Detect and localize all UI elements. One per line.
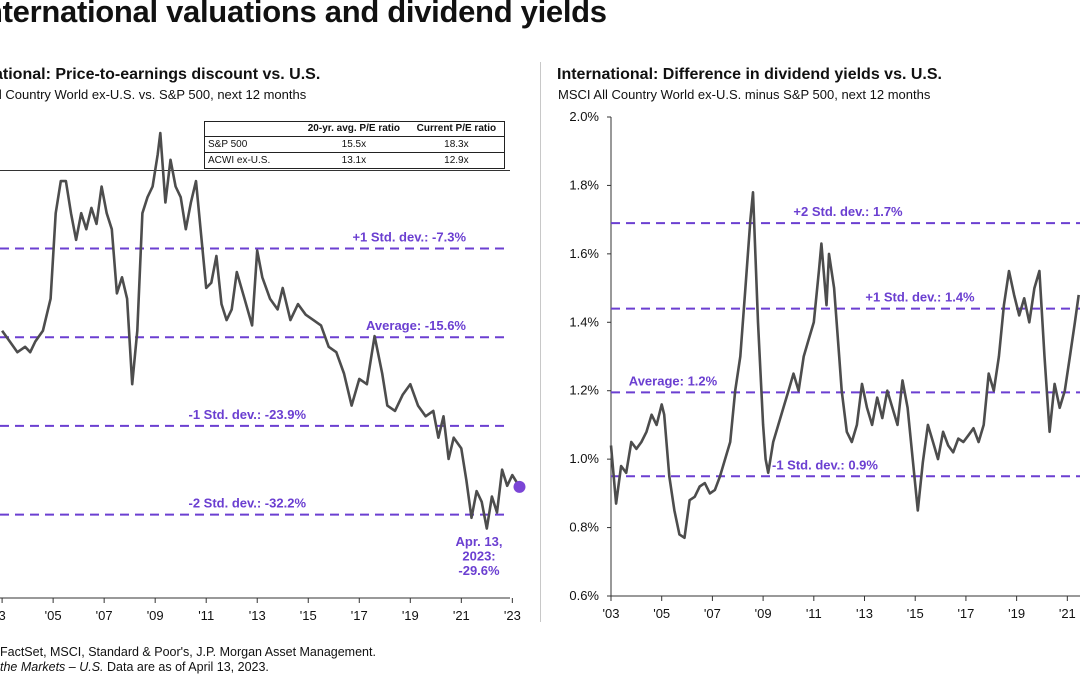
x-tick-label: '21: [1059, 606, 1076, 621]
reference-label: Average: -15.6%: [366, 318, 466, 333]
pe-table-row-avg: 15.5x: [299, 136, 409, 153]
pe-table-header-row: 20-yr. avg. P/E ratio Current P/E ratio: [204, 121, 505, 137]
y-tick-label: 0.8%: [569, 520, 599, 535]
pe-table-row: ACWI ex-U.S. 13.1x 12.9x: [205, 153, 505, 169]
x-tick-label: '19: [1008, 606, 1025, 621]
pe-table-row-current: 12.9x: [444, 155, 469, 166]
source-date: Data are as of April 13, 2023.: [103, 660, 269, 674]
x-tick-label: '13: [249, 608, 266, 623]
reference-label: Average: 1.2%: [629, 373, 718, 388]
x-tick-label: '11: [198, 608, 214, 623]
x-tick-label: '15: [300, 608, 317, 623]
annotation-text: 2023:: [462, 549, 495, 564]
pe-table-row-avg: 13.1x: [341, 155, 367, 166]
pe-table-header-current: Current P/E ratio: [408, 121, 505, 137]
reference-label: +1 Std. dev.: 1.4%: [865, 290, 975, 305]
x-tick-label: '05: [653, 606, 670, 621]
reference-label: -2 Std. dev.: -32.2%: [188, 496, 306, 511]
y-tick-label: 1.2%: [569, 383, 599, 398]
x-tick-label: '05: [45, 608, 62, 623]
pe-table-row: S&P 500 15.5x 18.3x: [204, 136, 505, 153]
source-guide-name: the Markets – U.S.: [0, 660, 104, 674]
x-tick-label: '17: [957, 606, 974, 621]
pe-table-row-label: ACWI ex-U.S.: [208, 155, 271, 166]
x-tick-label: '07: [704, 606, 721, 621]
pe-table-row-label: S&P 500: [204, 136, 299, 153]
x-tick-label: '15: [907, 606, 924, 621]
x-tick-label: '11: [806, 606, 822, 621]
pe-table-header-blank: [204, 121, 299, 137]
pe-table-row-current: 18.3x: [408, 136, 505, 153]
series-line: [1, 131, 521, 530]
source-line-1: FactSet, MSCI, Standard & Poor's, J.P. M…: [0, 645, 376, 659]
left-panel-subtitle: ll Country World ex-U.S. vs. S&P 500, ne…: [0, 87, 307, 102]
reference-label: -1 Std. dev.: 0.9%: [772, 457, 878, 472]
x-tick-label: '19: [402, 608, 419, 623]
right-panel-title: International: Difference in dividend yi…: [557, 66, 942, 83]
y-tick-label: 0.6%: [569, 588, 599, 603]
left-panel-title: ational: Price-to-earnings discount vs. …: [0, 66, 321, 83]
x-tick-label: '17: [351, 608, 368, 623]
x-tick-label: 3: [0, 608, 6, 623]
x-tick-label: '09: [755, 606, 772, 621]
y-tick-label: 1.4%: [569, 314, 599, 329]
x-tick-label: '13: [856, 606, 873, 621]
right-panel-subtitle: MSCI All Country World ex-U.S. minus S&P…: [558, 87, 931, 102]
reference-label: -1 Std. dev.: -23.9%: [188, 407, 306, 422]
x-tick-label: '21: [453, 608, 470, 623]
x-tick-label: '09: [147, 608, 164, 623]
reference-label: +1 Std. dev.: -7.3%: [352, 229, 466, 244]
panel-divider: [540, 62, 541, 622]
x-tick-label: '07: [96, 608, 113, 623]
y-tick-label: 1.0%: [569, 451, 599, 466]
page-title: nternational valuations and dividend yie…: [0, 0, 607, 29]
annotation-text: Apr. 13,: [456, 534, 503, 549]
current-value-marker: [513, 480, 526, 493]
annotation-text: -29.6%: [458, 563, 500, 578]
y-tick-label: 2.0%: [569, 109, 599, 124]
x-tick-label: '03: [603, 606, 620, 621]
series-line: [609, 191, 1080, 540]
y-tick-label: 1.6%: [569, 246, 599, 261]
y-tick-label: 1.8%: [569, 177, 599, 192]
source-line-2: the Markets – U.S. Data are as of April …: [0, 660, 269, 674]
reference-label: +2 Std. dev.: 1.7%: [793, 204, 903, 219]
x-tick-label: '23: [504, 608, 521, 623]
pe-ratio-table: 20-yr. avg. P/E ratio Current P/E ratio …: [204, 121, 505, 169]
pe-table-header-avg: 20-yr. avg. P/E ratio: [299, 121, 409, 137]
